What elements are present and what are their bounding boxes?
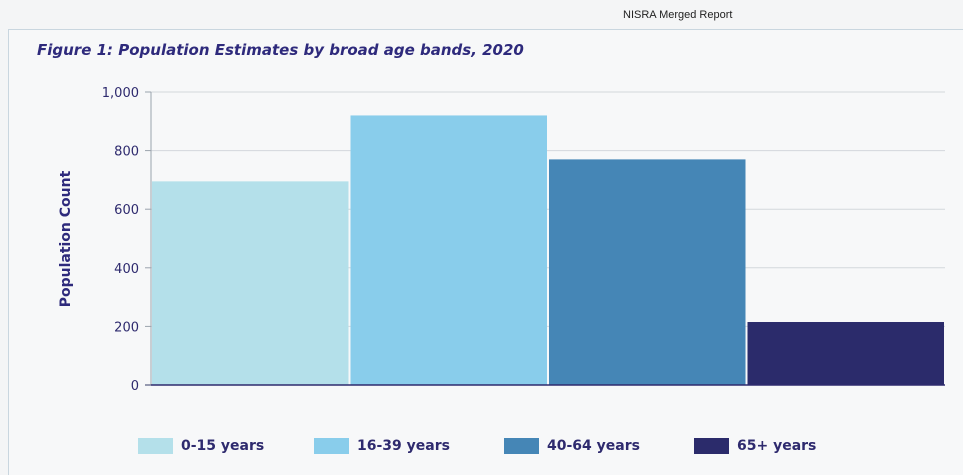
legend-item: 16-39 years	[314, 438, 450, 454]
legend-label: 0-15 years	[181, 438, 265, 454]
y-tick-labels: 0 200 400 600 800 1,000	[102, 86, 151, 394]
y-tick-label: 1,000	[102, 86, 139, 101]
bar-40-64-years	[549, 159, 746, 385]
bar-16-39-years	[350, 115, 547, 385]
legend-item: 65+ years	[694, 438, 816, 454]
y-tick-label: 200	[114, 320, 139, 335]
legend-swatch	[314, 438, 349, 454]
chart-title: Figure 1: Population Estimates by broad …	[37, 41, 524, 59]
report-header: NISRA Merged Report	[623, 9, 733, 21]
bar-65-years	[747, 322, 944, 385]
legend-swatch	[504, 438, 539, 454]
legend-label: 40-64 years	[547, 438, 640, 454]
y-axis-label: Population Count	[58, 170, 74, 307]
legend-item: 40-64 years	[504, 438, 640, 454]
y-tick-label: 0	[131, 379, 139, 394]
legend-swatch	[694, 438, 729, 454]
y-tick-label: 600	[114, 203, 139, 218]
bars	[152, 115, 944, 385]
legend-swatch	[138, 438, 173, 454]
legend: 0-15 years 16-39 years 40-64 years 65+ year…	[0, 438, 963, 462]
axes	[145, 92, 945, 386]
legend-label: 65+ years	[737, 438, 817, 454]
bar-0-15-years	[152, 181, 349, 385]
legend-label: 16-39 years	[357, 438, 450, 454]
legend-item: 0-15 years	[138, 438, 264, 454]
y-tick-label: 400	[114, 262, 139, 277]
y-tick-label: 800	[114, 145, 139, 160]
